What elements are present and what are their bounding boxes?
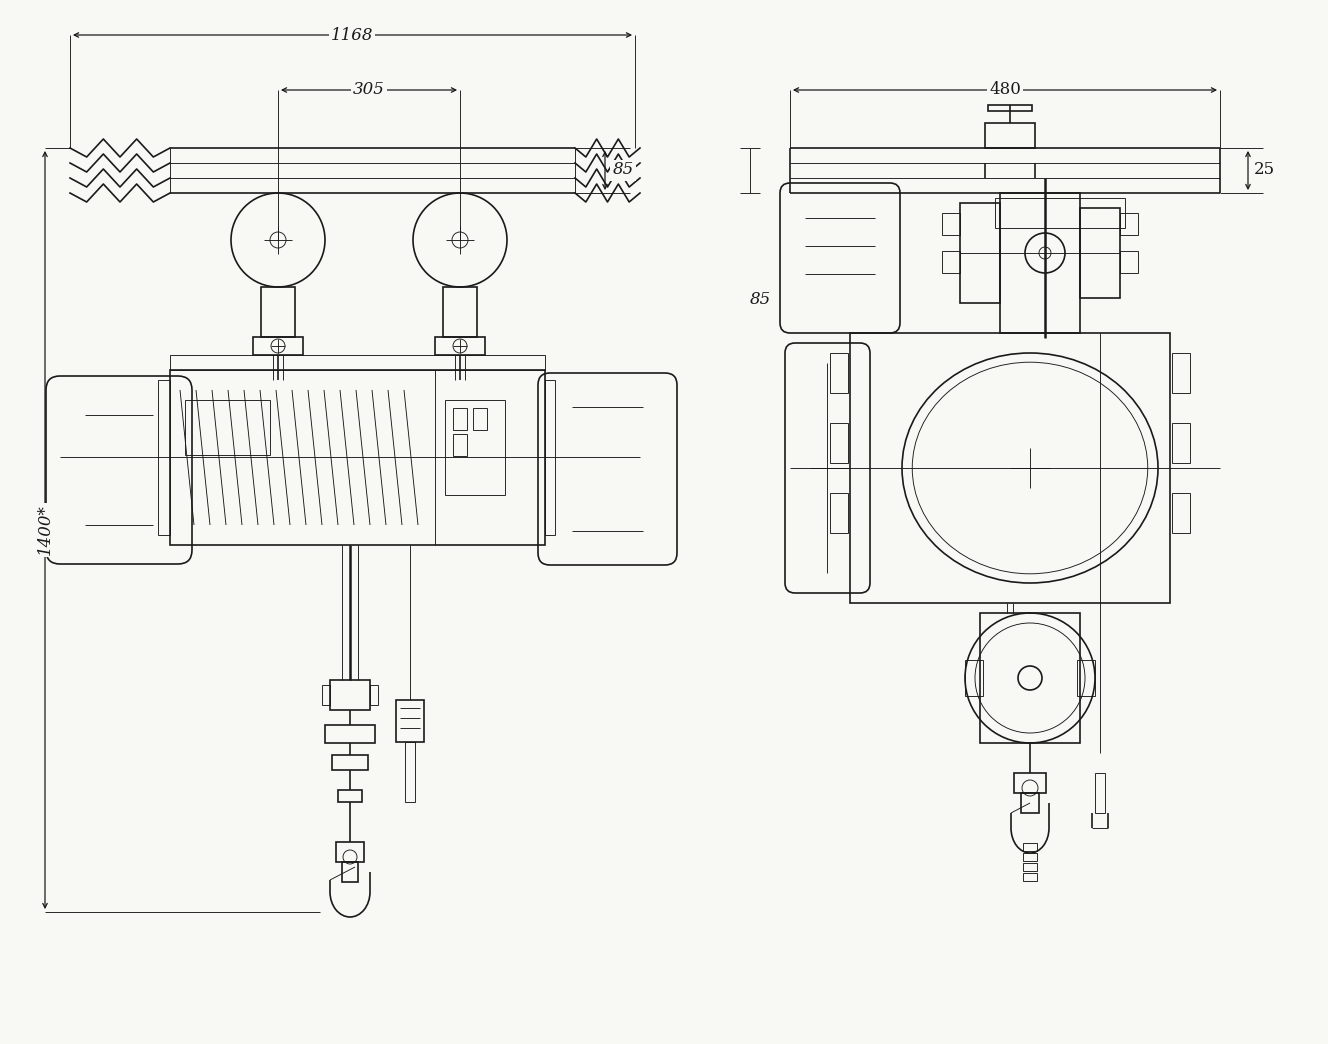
- Text: 305: 305: [353, 81, 385, 98]
- Bar: [1173, 423, 1190, 462]
- Bar: [960, 203, 1000, 303]
- Bar: [1096, 773, 1105, 813]
- Text: 85: 85: [612, 162, 633, 179]
- Bar: [444, 287, 477, 337]
- Bar: [850, 333, 1170, 603]
- Bar: [332, 755, 368, 770]
- Bar: [1015, 773, 1046, 793]
- Bar: [262, 287, 295, 337]
- Text: 25: 25: [1254, 162, 1275, 179]
- Bar: [158, 380, 170, 535]
- Bar: [1080, 208, 1120, 298]
- Bar: [453, 434, 467, 456]
- Bar: [1120, 213, 1138, 235]
- Bar: [170, 370, 544, 545]
- Bar: [396, 699, 424, 742]
- Text: 85: 85: [749, 291, 770, 308]
- Bar: [343, 862, 359, 882]
- Bar: [830, 493, 849, 533]
- Bar: [339, 790, 363, 802]
- Bar: [1021, 793, 1038, 813]
- Bar: [170, 355, 544, 370]
- Bar: [371, 685, 378, 705]
- Bar: [1173, 493, 1190, 533]
- Bar: [321, 685, 329, 705]
- Bar: [1023, 853, 1037, 861]
- Bar: [965, 660, 983, 696]
- Bar: [1023, 863, 1037, 871]
- Bar: [995, 198, 1125, 228]
- Bar: [942, 213, 960, 235]
- Bar: [544, 380, 555, 535]
- Bar: [473, 408, 487, 430]
- Bar: [1173, 353, 1190, 393]
- Bar: [325, 725, 374, 743]
- Bar: [453, 408, 467, 430]
- Text: 1400*: 1400*: [36, 504, 53, 555]
- Bar: [988, 105, 1032, 111]
- Bar: [436, 337, 485, 355]
- Bar: [830, 353, 849, 393]
- Bar: [445, 400, 505, 495]
- Bar: [329, 680, 371, 710]
- Text: 1168: 1168: [331, 26, 373, 44]
- Bar: [942, 251, 960, 272]
- Bar: [1023, 873, 1037, 881]
- Bar: [1023, 843, 1037, 851]
- Bar: [405, 742, 414, 802]
- Bar: [1000, 193, 1080, 333]
- Bar: [336, 843, 364, 862]
- Bar: [185, 400, 270, 455]
- Bar: [830, 423, 849, 462]
- Bar: [1120, 251, 1138, 272]
- Text: 480: 480: [989, 81, 1021, 98]
- Bar: [985, 123, 1035, 148]
- Bar: [1077, 660, 1096, 696]
- Bar: [254, 337, 303, 355]
- Bar: [980, 613, 1080, 743]
